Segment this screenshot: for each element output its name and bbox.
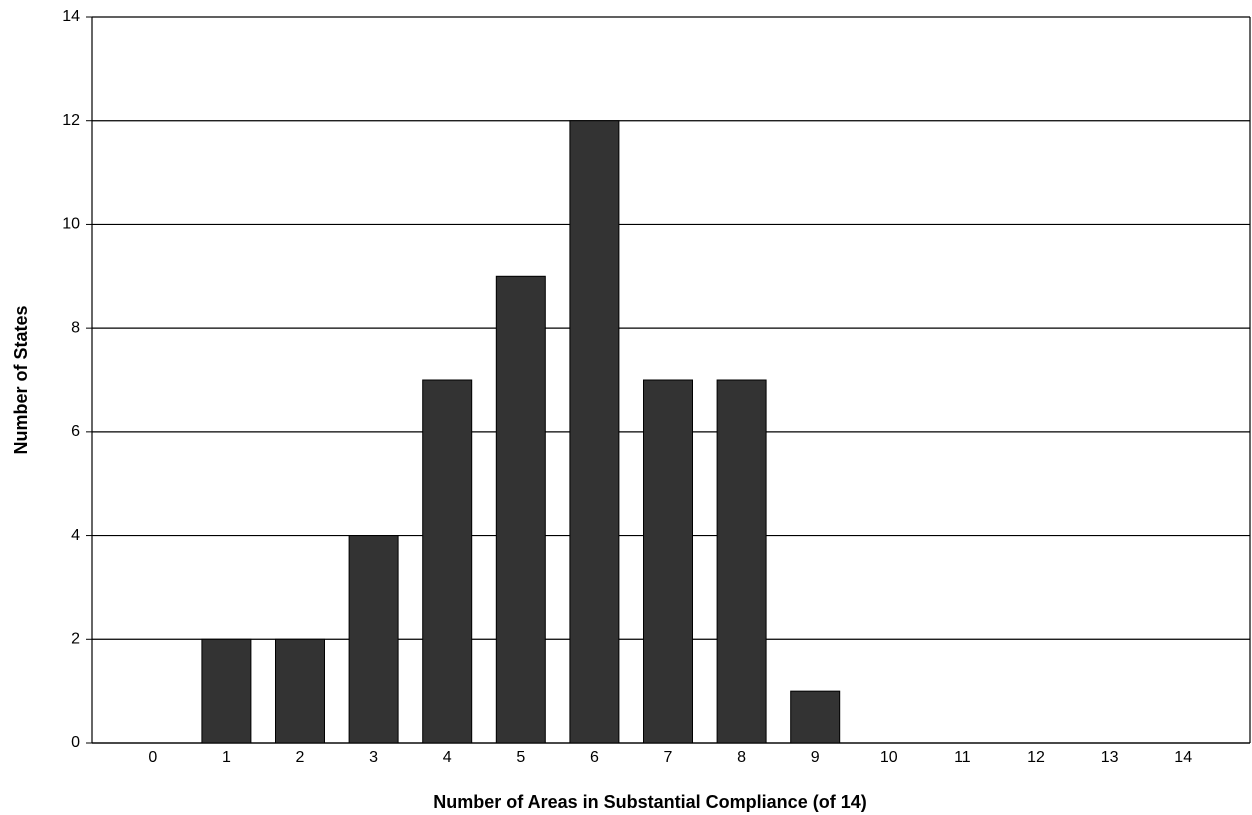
y-tick-label: 2	[71, 631, 80, 648]
bar	[275, 638, 325, 744]
x-tick-label: 12	[1027, 749, 1045, 766]
bar	[495, 275, 546, 744]
y-tick-label: 14	[62, 8, 80, 25]
x-tick-label: 4	[443, 749, 452, 766]
x-tick-label: 11	[954, 749, 971, 766]
bar	[569, 120, 620, 744]
y-tick-label: 0	[71, 734, 80, 751]
x-tick-label: 6	[590, 749, 599, 766]
bar	[716, 379, 767, 744]
bar	[790, 690, 841, 744]
x-tick-label: 0	[148, 749, 157, 766]
x-tick-label: 10	[880, 749, 898, 766]
bar	[201, 638, 252, 744]
x-tick-label: 9	[811, 749, 820, 766]
x-tick-label: 7	[664, 749, 673, 766]
x-tick-label: 2	[296, 749, 305, 766]
x-tick-label: 8	[737, 749, 746, 766]
x-axis-label: Number of Areas in Substantial Complianc…	[433, 792, 866, 812]
x-tick-label: 3	[369, 749, 378, 766]
y-tick-label: 10	[62, 216, 80, 233]
x-tick-label: 14	[1174, 749, 1192, 766]
y-axis-label: Number of States	[11, 305, 31, 454]
y-tick-label: 12	[62, 112, 80, 129]
bar	[348, 535, 399, 744]
y-tick-label: 4	[71, 527, 80, 544]
y-tick-label: 6	[71, 423, 80, 440]
bar	[422, 379, 473, 744]
y-tick-label: 8	[71, 319, 80, 336]
x-tick-label: 1	[222, 749, 231, 766]
bar	[643, 379, 693, 744]
x-tick-label: 13	[1101, 749, 1119, 766]
x-tick-label: 5	[516, 749, 525, 766]
